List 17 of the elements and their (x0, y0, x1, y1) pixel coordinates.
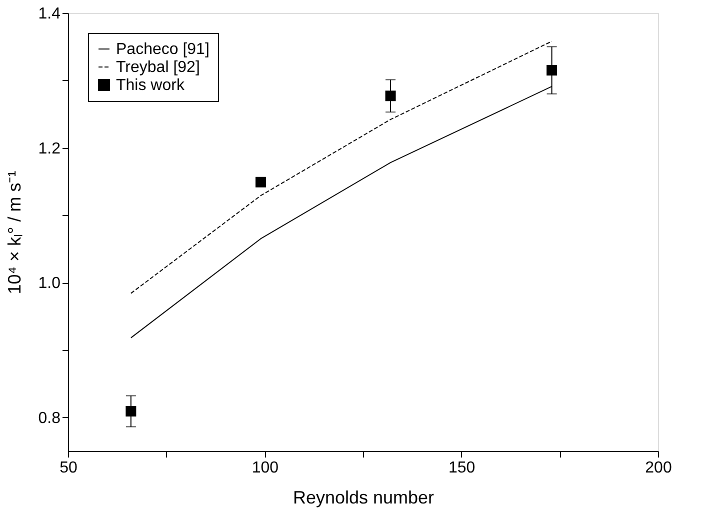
x-tick-label: 100 (252, 460, 279, 476)
y-tick-label: 1.2 (38, 140, 61, 158)
point (255, 176, 266, 188)
legend-label: Pacheco [91] (116, 41, 210, 58)
y-tick-label: 1.0 (38, 275, 61, 292)
point (546, 65, 558, 76)
x-axis-title: Reynolds number (292, 488, 434, 508)
x-tick-label: 50 (60, 460, 78, 476)
point (385, 90, 396, 102)
y-tick-label: 1.4 (38, 6, 61, 22)
legend-label: This work (116, 77, 186, 94)
x-tick-label: 150 (448, 460, 476, 476)
y-axis-title: 10⁴ × kₗ° / m s⁻¹ (4, 170, 24, 294)
legend-label: Treybal [92] (116, 59, 200, 76)
x-tick-label: 200 (645, 460, 672, 476)
point (126, 406, 136, 416)
y-tick-label: 0.8 (38, 410, 61, 427)
